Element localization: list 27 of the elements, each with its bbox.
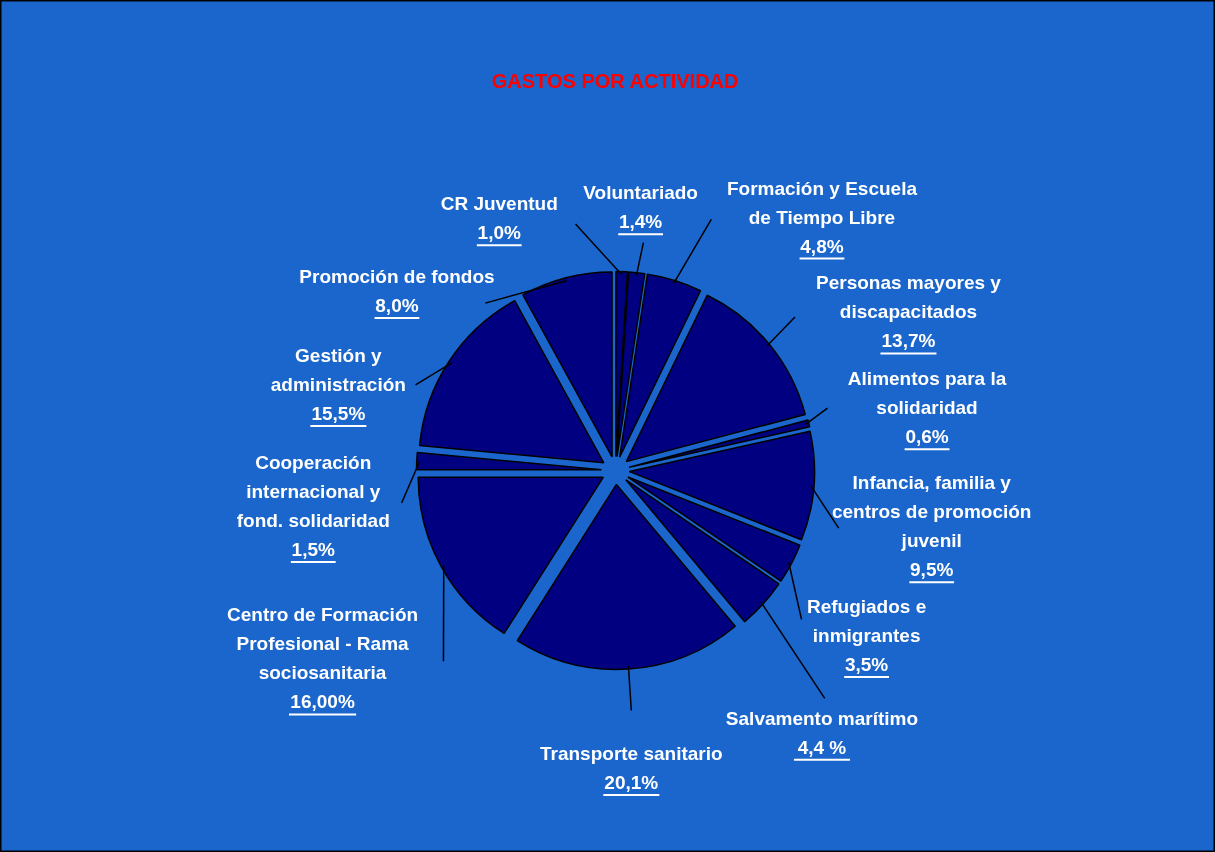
slice-label: CR Juventud [440,193,558,215]
slice-label: Gestión y administración [270,344,406,395]
slice-label: Transporte sanitario [539,742,723,764]
slice-label: Cooperación internacional y fond. solidaridad [236,451,390,531]
data-label: 8,0% [375,294,419,316]
slice-label: Refugiados e inmigrantes [806,596,927,647]
slice-label: Personas mayores y discapacitados [816,272,1002,323]
data-label: 1,0% [477,222,522,244]
data-label: 20,1% [604,771,659,793]
slice-label: Voluntariado [583,182,698,204]
data-label: 15,5% [311,402,366,424]
data-label: 1,5% [291,538,336,560]
slice-label: Centro de Formación Profesional - Rama sociosanitaria [227,604,419,684]
data-label: 13,7% [881,330,936,352]
data-label: 9,5% [910,559,954,581]
data-label: 16,00% [290,691,355,713]
slice-label: Alimentos para la solidaridad [847,368,1007,419]
slice-label: Formación y Escuela de Tiempo Libre [726,177,918,228]
data-label: 3,5% [844,654,889,676]
data-label: 1,4% [618,211,663,233]
slice-label: Promoción de fondos [299,265,495,287]
data-label: 0,6% [905,426,949,448]
slice-label: Infancia, familia y centros de promoción juvenil [831,472,1032,552]
data-label: 4,4 % [797,736,847,758]
chart-title: GASTOS POR ACTIVIDAD [491,69,739,92]
slice-label: Salvamento marítimo [725,707,919,729]
data-label: 4,8% [800,235,844,257]
